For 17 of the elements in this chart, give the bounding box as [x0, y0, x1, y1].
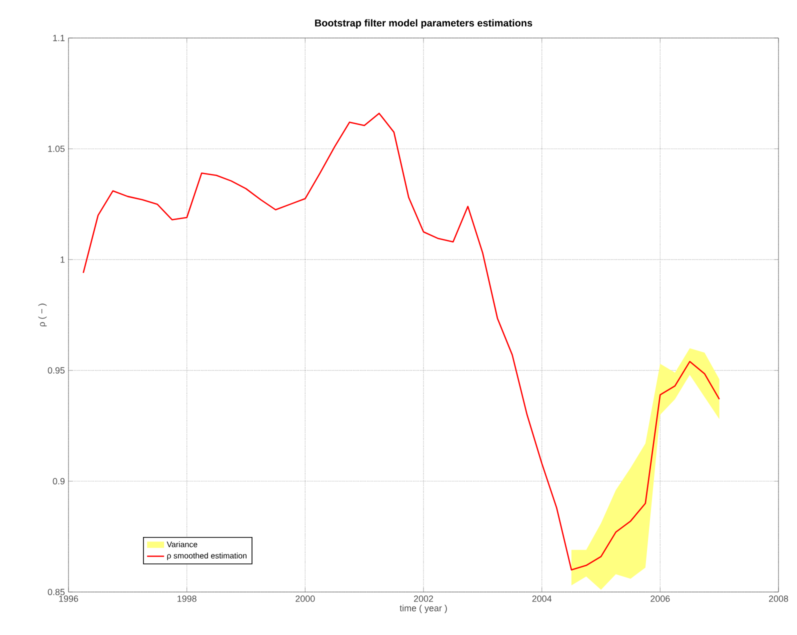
line-series: [82, 112, 720, 570]
x-tick-label: 1998: [178, 596, 196, 602]
y-tick-label: 1: [60, 256, 65, 263]
y-tick-label: 1.1: [53, 34, 65, 42]
x-tick-label: 1996: [59, 596, 78, 602]
y-tick-label: 0.85: [48, 588, 65, 596]
y-axis-title: ρ ( − ): [38, 304, 47, 326]
x-tick-label: 2004: [532, 596, 552, 602]
x-tick-label: 2000: [296, 596, 315, 602]
y-tick-label: 1.05: [48, 146, 65, 152]
x-tick-label: 2002: [414, 596, 434, 602]
x-tick-label: 2008: [768, 596, 788, 602]
y-tick-label: 0.95: [48, 367, 65, 374]
chart-title: Bootstrap filter model parameters estimations: [315, 19, 532, 28]
x-axis-title: time ( year ): [400, 604, 447, 614]
x-tick-label: 2006: [650, 596, 670, 602]
y-tick-label: 0.9: [52, 478, 65, 484]
